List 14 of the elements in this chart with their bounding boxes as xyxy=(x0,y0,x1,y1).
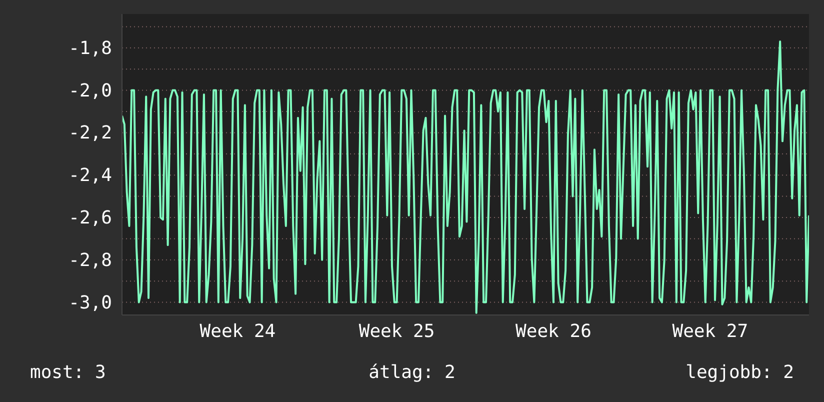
x-tick-label: Week 24 xyxy=(200,321,276,342)
x-tick-label: Week 26 xyxy=(516,321,592,342)
y-tick-label: -2,4 xyxy=(68,165,112,186)
text: átlag: 2 xyxy=(368,362,456,383)
x-tick-label: Week 25 xyxy=(358,321,435,342)
y-tick-label: -2,0 xyxy=(68,80,112,102)
y-tick-label: -1,8 xyxy=(68,38,112,59)
y-tick-label: -2,6 xyxy=(68,207,112,228)
y-tick-label: -3,0 xyxy=(68,292,112,314)
y-tick-label: -2,2 xyxy=(68,122,112,144)
text: most: 3 xyxy=(30,362,106,383)
text: legjobb: 2 xyxy=(686,362,794,383)
x-tick-label: Week 27 xyxy=(672,321,748,342)
y-tick-label: -2,8 xyxy=(68,250,112,271)
